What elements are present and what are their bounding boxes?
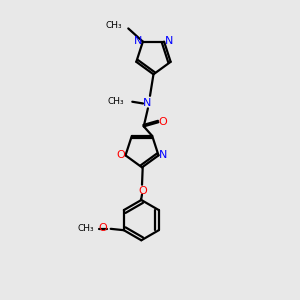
Text: N: N: [164, 36, 173, 46]
Text: N: N: [159, 150, 168, 161]
Text: N: N: [143, 98, 152, 109]
Text: CH₃: CH₃: [105, 21, 122, 30]
Text: O: O: [138, 186, 147, 196]
Text: O: O: [158, 116, 167, 127]
Text: O: O: [116, 150, 125, 161]
Text: O: O: [98, 224, 107, 233]
Text: CH₃: CH₃: [77, 224, 94, 232]
Text: CH₃: CH₃: [107, 97, 124, 106]
Text: N: N: [134, 36, 142, 46]
